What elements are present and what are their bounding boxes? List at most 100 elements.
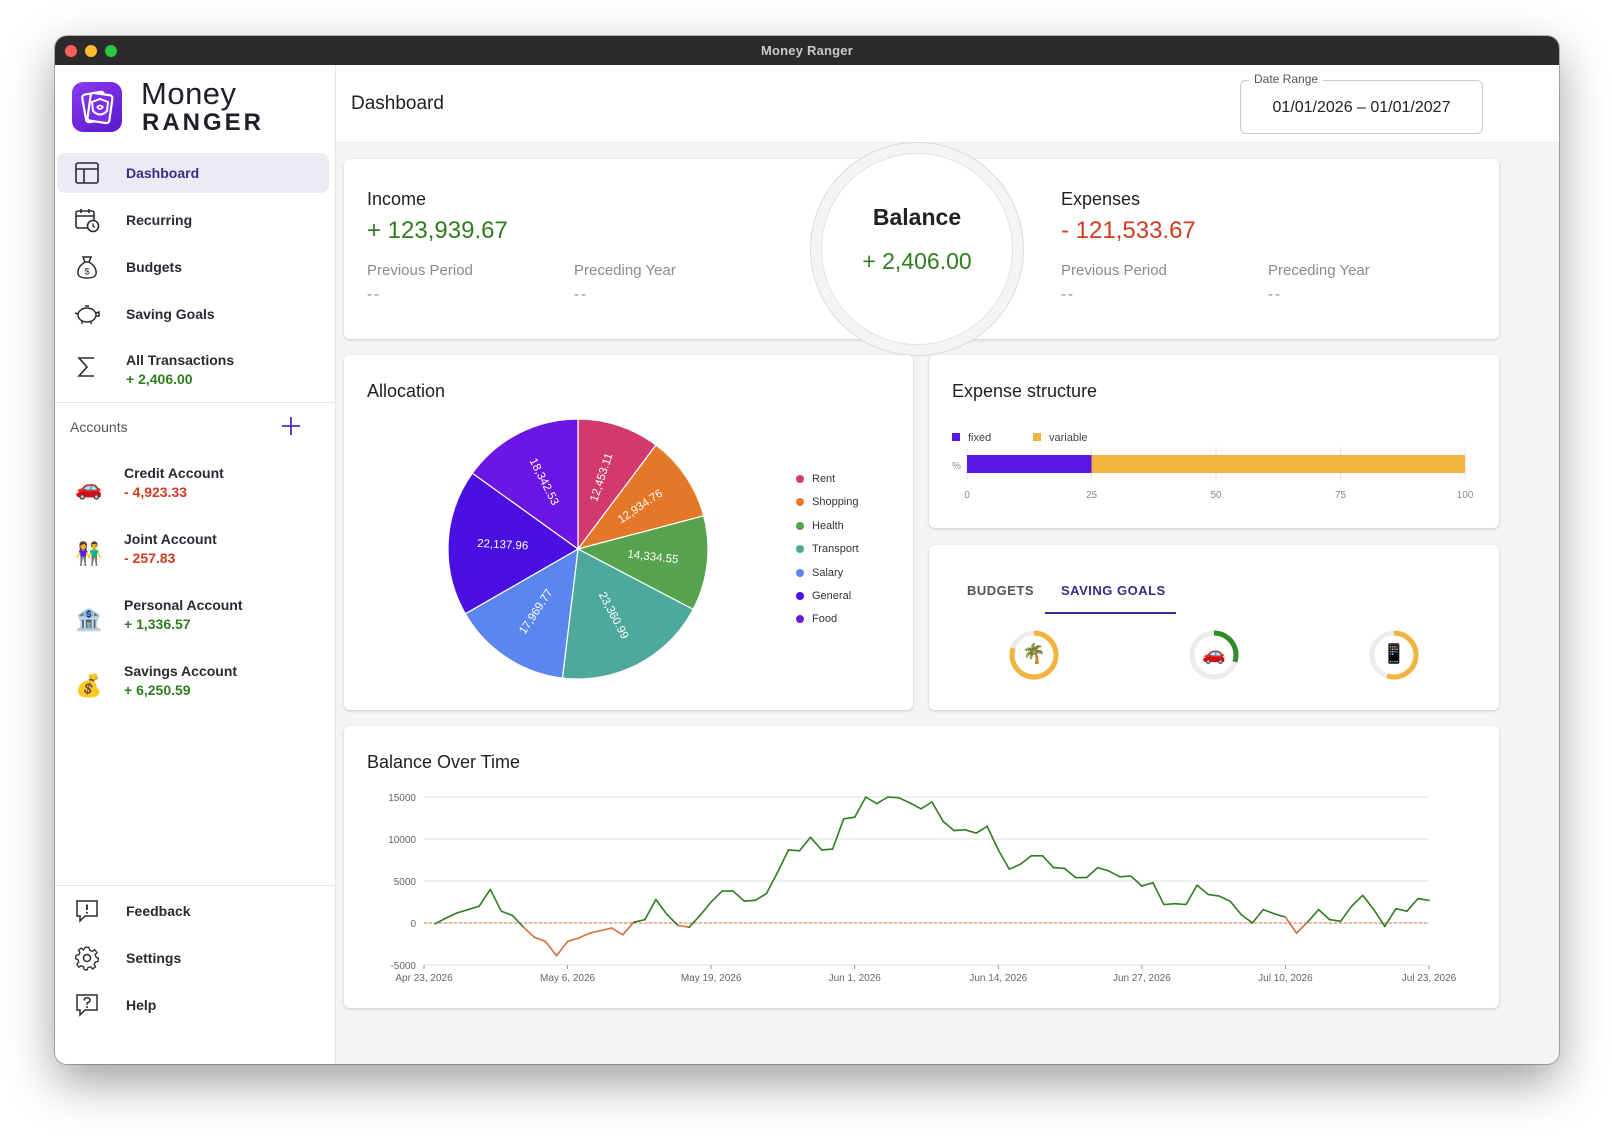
car-icon: 🚗 <box>1202 644 1226 665</box>
maximize-window-button[interactable] <box>105 44 117 57</box>
x-tick-label: Apr 23, 2026 <box>395 973 453 984</box>
legend-label: Shopping <box>812 496 859 509</box>
title-bar: Money Ranger <box>55 36 1559 65</box>
balance-label: Balance <box>872 204 962 230</box>
balance-line-segment <box>942 820 955 832</box>
nav-help[interactable]: Help <box>57 985 329 1025</box>
balance-line-segment <box>478 888 492 907</box>
balance-line-segment <box>1328 918 1342 923</box>
income-value: + 123,939.67 <box>367 217 508 244</box>
page-title: Dashboard <box>351 93 444 114</box>
money-bag-icon: $ <box>77 256 97 279</box>
layout-icon <box>75 162 99 184</box>
accounts-heading: Accounts <box>70 419 128 435</box>
legend-fixed-swatch <box>952 433 960 441</box>
nav-budgets[interactable]: $ Budgets <box>57 247 329 287</box>
pie-slice-label: 14,334.55 <box>627 549 679 567</box>
balance-line-segment <box>1218 895 1232 902</box>
summary-card: Income + 123,939.67 Previous Period -- P… <box>344 153 1499 345</box>
nav-dashboard[interactable]: Dashboard <box>57 153 329 193</box>
balance-line-segment <box>1339 905 1353 923</box>
saving-goal-car[interactable]: 🚗 <box>1188 629 1240 681</box>
pie-slice-shopping[interactable] <box>576 444 705 551</box>
account-savings[interactable]: 💰 Savings Account + 6,250.59 <box>55 663 336 713</box>
close-window-button[interactable] <box>65 44 77 57</box>
bar-variable[interactable] <box>1091 455 1466 473</box>
legend-variable: variable <box>1033 432 1088 444</box>
balance-line-segment <box>920 801 933 810</box>
x-tick-label: May 6, 2026 <box>540 973 595 984</box>
x-tick-label: Jun 14, 2026 <box>969 973 1027 984</box>
balance-line-segment <box>909 802 922 810</box>
add-account-icon[interactable] <box>279 414 303 438</box>
tab-budgets[interactable]: BUDGETS <box>967 583 1035 598</box>
legend-swatch <box>796 591 804 600</box>
allocation-title: Allocation <box>367 381 446 401</box>
nav-saving-goals-label: Saving Goals <box>126 306 215 322</box>
nav-all-transactions[interactable]: All Transactions + 2,406.00 <box>57 340 329 392</box>
balance-line-segment <box>1085 866 1099 879</box>
sigma-icon <box>77 357 94 377</box>
balance-line-segment <box>875 796 889 805</box>
balance-line-segment <box>1008 863 1022 870</box>
account-balance: - 4,923.33 <box>124 484 188 500</box>
balance-line-segment <box>754 892 768 902</box>
nav-settings[interactable]: Settings <box>57 938 329 978</box>
pie-slice-transport[interactable] <box>561 548 694 680</box>
balance-line-segment <box>1273 913 1287 918</box>
balance-line-segment <box>798 836 812 852</box>
active-tab-indicator <box>1045 612 1176 614</box>
brand-name-line1: Money <box>141 76 237 111</box>
account-personal[interactable]: 🏦 Personal Account + 1,336.57 <box>55 597 336 647</box>
palm-tree-icon: 🌴 <box>1022 644 1046 665</box>
minimize-window-button[interactable] <box>85 44 97 57</box>
pie-slice-salary[interactable] <box>464 547 579 679</box>
balance-line-segment <box>931 801 944 823</box>
x-tick-label: Jun 1, 2026 <box>829 973 882 984</box>
pie-slice-general[interactable] <box>447 472 580 615</box>
balance-line-segment <box>1295 921 1309 934</box>
balance-line-segment <box>1361 894 1375 911</box>
balance-line-segment <box>1019 855 1033 865</box>
goal-progress-ring <box>1009 630 1059 680</box>
bank-icon: 🏦 <box>75 607 103 632</box>
pie-slice-health[interactable] <box>576 515 709 611</box>
legend-label: Food <box>812 613 838 626</box>
balance-line-segment <box>588 929 602 934</box>
balance-line-segment <box>864 796 878 805</box>
svg-text:$: $ <box>84 267 89 277</box>
balance-line-segment <box>964 829 978 834</box>
balance-line-segment <box>820 848 834 851</box>
legend-swatch <box>796 615 804 624</box>
x-tick-label: 0 <box>964 490 970 501</box>
saving-goal-phone[interactable]: 📱 <box>1368 629 1420 681</box>
saving-goal-vacation[interactable]: 🌴 <box>1008 629 1060 681</box>
balance-line-segment <box>699 901 712 917</box>
nav-recurring[interactable]: Recurring <box>57 200 329 240</box>
nav-settings-label: Settings <box>126 950 182 966</box>
account-joint[interactable]: 👫 Joint Account - 257.83 <box>55 531 336 581</box>
nav-dashboard-label: Dashboard <box>126 165 200 181</box>
balance-line-segment <box>577 932 591 939</box>
goal-progress-ring <box>1369 630 1419 680</box>
balance-line-segment <box>1229 900 1243 916</box>
account-balance: + 6,250.59 <box>124 682 191 698</box>
balance-line-segment <box>1317 908 1331 921</box>
y-tick-label: 5000 <box>394 877 417 888</box>
nav-feedback[interactable]: Feedback <box>57 891 329 931</box>
balance-line-segment <box>787 849 801 852</box>
window-title: Money Ranger <box>761 43 853 58</box>
balance-line-segment <box>1096 866 1110 872</box>
pie-slice-rent[interactable] <box>577 418 657 551</box>
pie-slice-food[interactable] <box>471 418 579 551</box>
balance-line-segment <box>831 818 845 850</box>
balance-line-segment <box>599 927 613 932</box>
tab-saving-goals[interactable]: SAVING GOALS <box>1061 583 1166 598</box>
y-tick-label: 10000 <box>388 835 416 846</box>
account-credit[interactable]: 🚗 Credit Account - 4,923.33 <box>55 465 336 515</box>
date-range-picker[interactable]: Date Range 01/01/2026 – 01/01/2027 <box>1240 72 1483 134</box>
bar-fixed[interactable] <box>967 455 1092 473</box>
balance-line-segment <box>809 836 823 851</box>
nav-saving-goals[interactable]: Saving Goals <box>57 294 329 334</box>
